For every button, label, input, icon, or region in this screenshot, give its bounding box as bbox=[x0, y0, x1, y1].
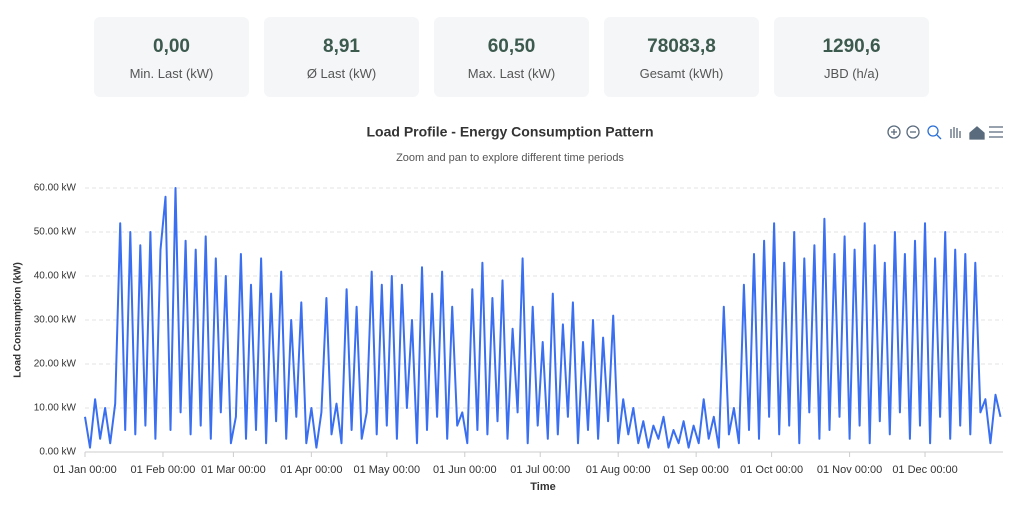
stat-value: 0,00 bbox=[153, 36, 190, 57]
zoom-select[interactable] bbox=[927, 125, 939, 137]
chart: Load Profile - Energy Consumption Patter… bbox=[13, 124, 1003, 493]
x-axis-title: Time bbox=[530, 481, 555, 493]
zoom-out[interactable] bbox=[906, 125, 920, 139]
stat-card: 1290,6 JBD (h/a) bbox=[774, 17, 929, 97]
stat-label: Min. Last (kW) bbox=[129, 66, 214, 81]
chart-subtitle: Zoom and pan to explore different time p… bbox=[396, 152, 624, 164]
stat-card: 0,00 Min. Last (kW) bbox=[94, 17, 249, 97]
x-tick-label: 01 Mar 00:00 bbox=[201, 464, 266, 476]
x-tick-label: 01 Apr 00:00 bbox=[280, 464, 342, 476]
y-tick-label: 60.00 kW bbox=[34, 183, 77, 194]
x-tick-label: 01 Jan 00:00 bbox=[53, 464, 117, 476]
y-tick-label: 50.00 kW bbox=[34, 227, 77, 238]
stat-value: 78083,8 bbox=[647, 36, 716, 57]
stat-label: Ø Last (kW) bbox=[306, 66, 377, 81]
zoom-in[interactable] bbox=[887, 125, 901, 139]
stat-value: 1290,6 bbox=[822, 36, 881, 57]
stat-card: 8,91 Ø Last (kW) bbox=[264, 17, 419, 97]
x-tick-label: 01 Nov 00:00 bbox=[817, 464, 882, 476]
stat-cards: 0,00 Min. Last (kW) 8,91 Ø Last (kW) 60,50 Ma… bbox=[94, 17, 929, 97]
stat-value: 8,91 bbox=[323, 36, 360, 57]
x-tick-label: 01 Dec 00:00 bbox=[892, 464, 957, 476]
stat-card: 60,50 Max. Last (kW) bbox=[434, 17, 589, 97]
x-tick-label: 01 Jul 00:00 bbox=[510, 464, 570, 476]
stat-label: Gesamt (kWh) bbox=[639, 66, 724, 81]
stat-card: 78083,8 Gesamt (kWh) bbox=[604, 17, 759, 97]
y-tick-label: 10.00 kW bbox=[34, 403, 77, 414]
x-tick-label: 01 Sep 00:00 bbox=[663, 464, 728, 476]
load-line bbox=[84, 187, 1002, 449]
y-tick-label: 30.00 kW bbox=[34, 315, 77, 326]
x-tick-label: 01 Aug 00:00 bbox=[586, 464, 651, 476]
y-tick-label: 40.00 kW bbox=[34, 271, 77, 282]
pan[interactable] bbox=[950, 127, 961, 138]
menu[interactable] bbox=[989, 126, 1003, 138]
stat-label: Max. Last (kW) bbox=[467, 66, 556, 81]
x-tick-label: 01 Feb 00:00 bbox=[131, 464, 196, 476]
x-tick-label: 01 Jun 00:00 bbox=[433, 464, 497, 476]
stat-label: JBD (h/a) bbox=[824, 66, 879, 81]
y-tick-label: 20.00 kW bbox=[34, 359, 77, 370]
y-tick-label: 0.00 kW bbox=[39, 447, 76, 458]
stat-value: 60,50 bbox=[487, 36, 536, 57]
toolbar[interactable] bbox=[887, 125, 1003, 140]
y-axis-title: Load Consumption (kW) bbox=[13, 262, 24, 378]
reset[interactable] bbox=[969, 126, 985, 140]
chart-title: Load Profile - Energy Consumption Patter… bbox=[366, 124, 653, 140]
x-tick-label: 01 May 00:00 bbox=[353, 464, 420, 476]
x-tick-label: 01 Oct 00:00 bbox=[740, 464, 803, 476]
